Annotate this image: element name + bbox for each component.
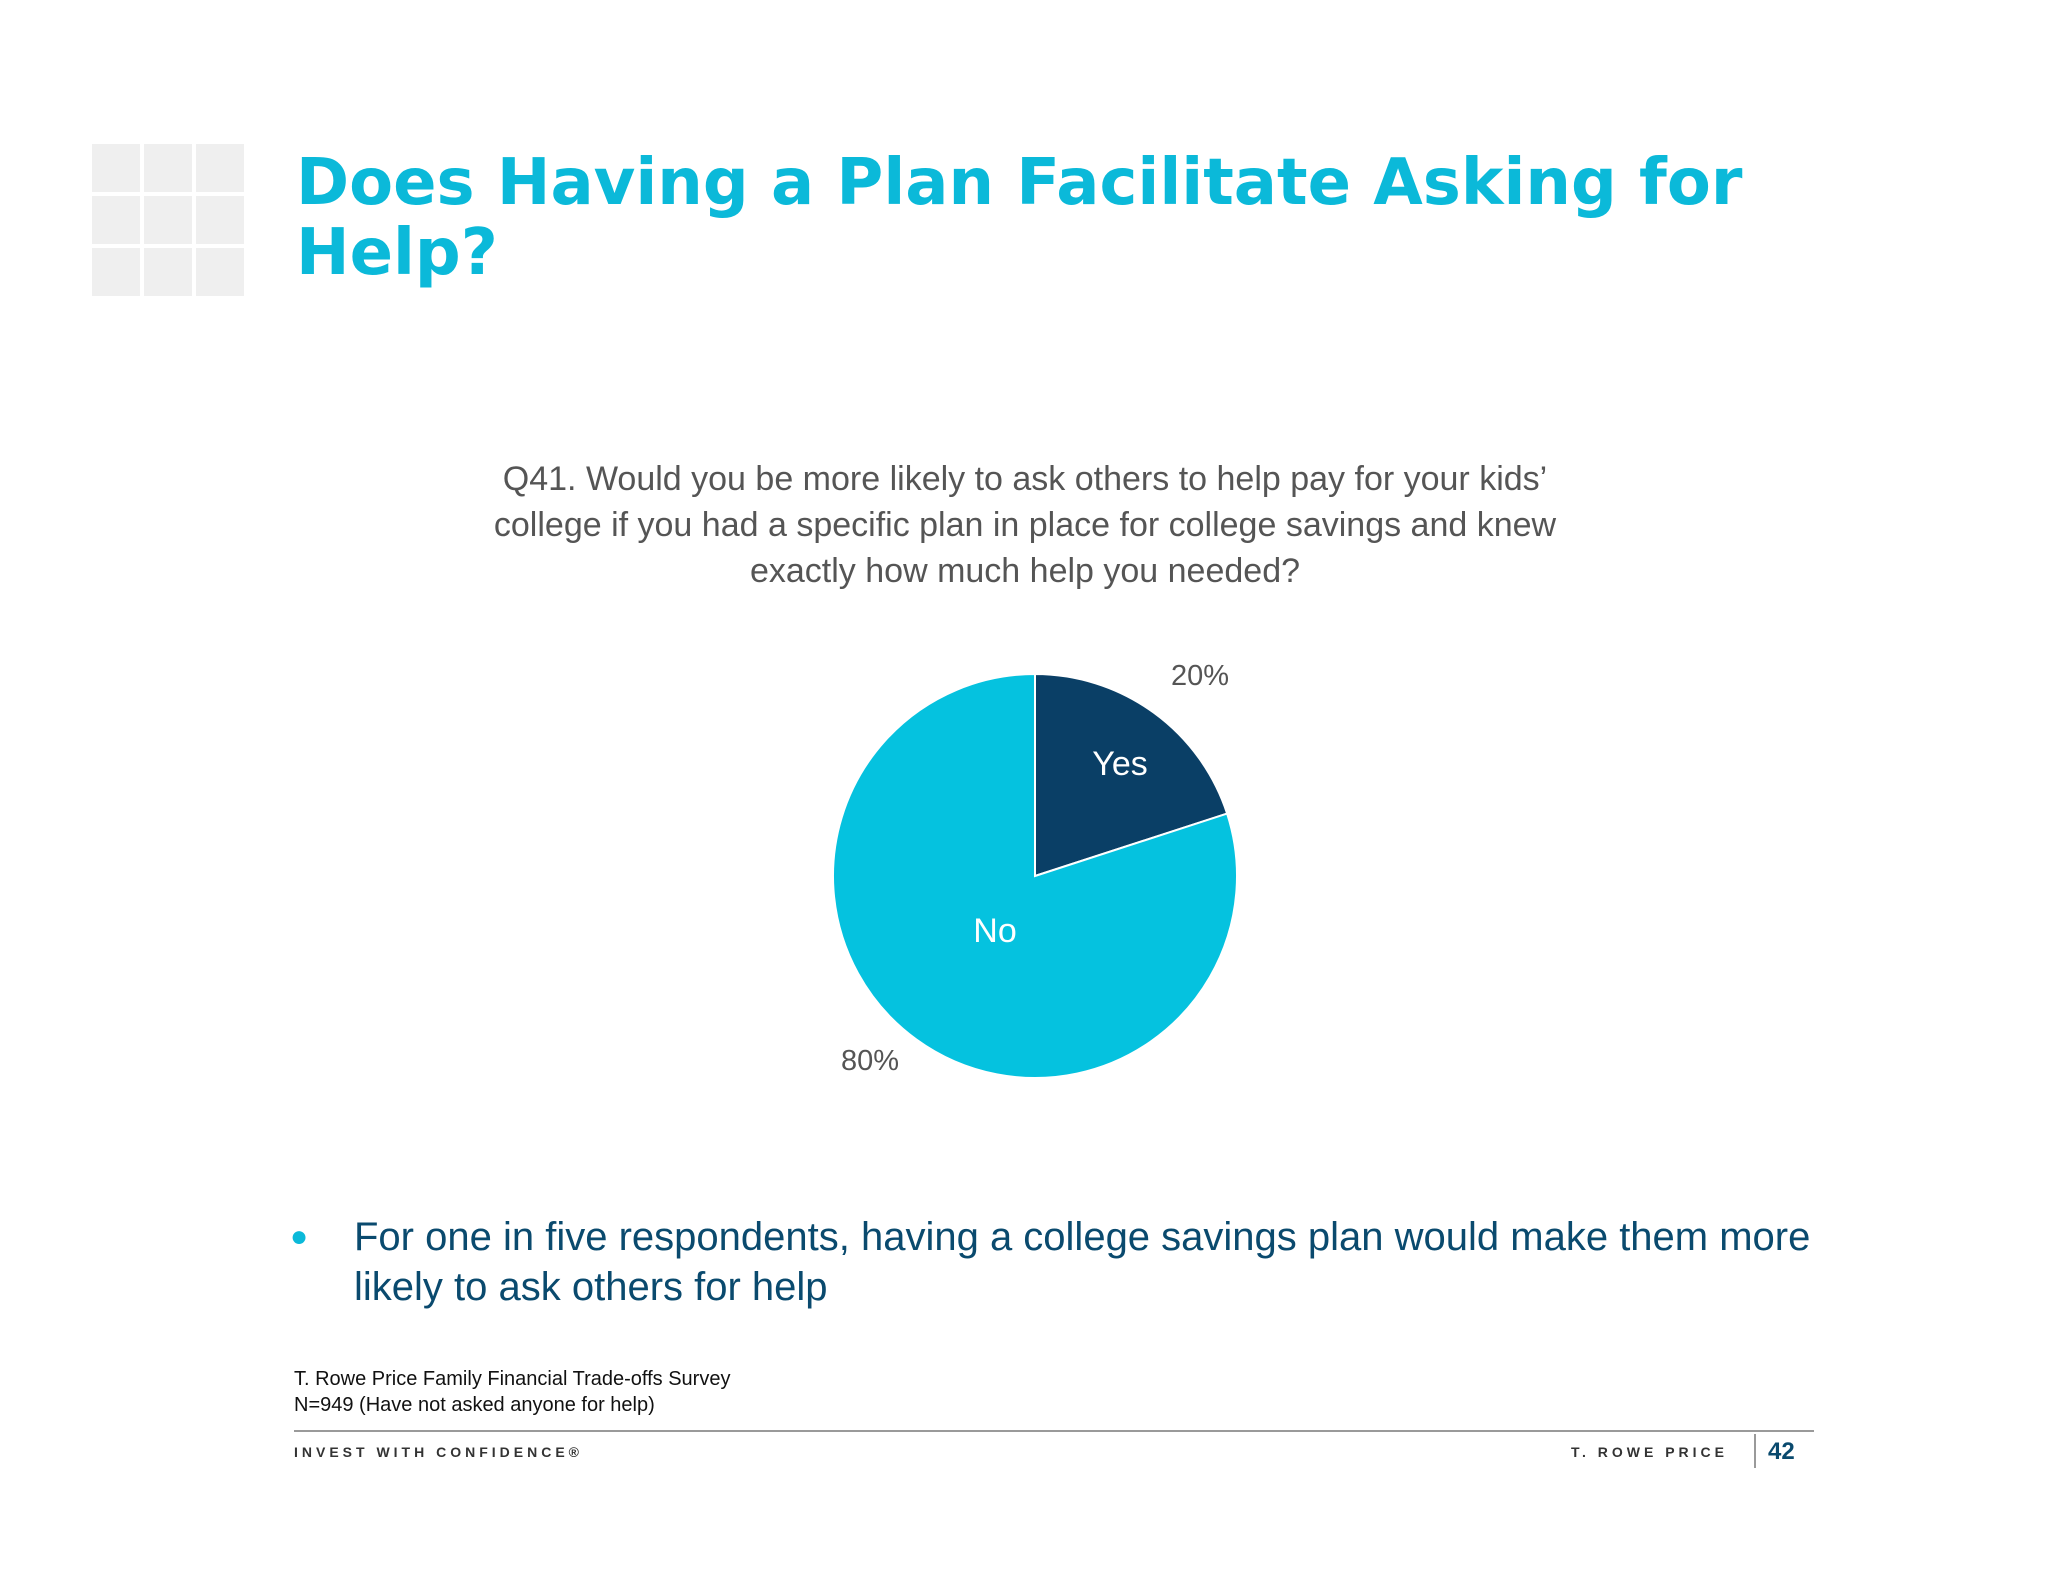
logo-cell xyxy=(144,248,192,296)
slice-value-no: 80% xyxy=(841,1045,899,1077)
slide-title: Does Having a Plan Facilitate Asking for… xyxy=(296,146,1743,290)
key-finding-bullet: ● For one in five respondents, having a … xyxy=(290,1212,1890,1312)
bullet-dot-icon: ● xyxy=(290,1220,309,1253)
logo-cell xyxy=(196,248,244,296)
slice-label-no: No xyxy=(973,912,1016,950)
logo-cell xyxy=(92,248,140,296)
source-sample-size: N=949 (Have not asked anyone for help) xyxy=(294,1394,655,1416)
key-finding-text: For one in five respondents, having a co… xyxy=(354,1215,1811,1309)
footer-divider xyxy=(294,1430,1814,1432)
logo-cell xyxy=(196,196,244,244)
logo-cell xyxy=(92,196,140,244)
source-note: T. Rowe Price Family Financial Trade-off… xyxy=(294,1366,730,1418)
pie-slice-yes xyxy=(1034,672,1229,878)
pie-slice-no xyxy=(832,672,1238,1079)
grid-logo xyxy=(92,144,244,296)
page-number: 42 xyxy=(1768,1438,1795,1465)
slice-value-yes: 20% xyxy=(1171,660,1229,692)
logo-cell xyxy=(144,144,192,192)
slice-label-yes: Yes xyxy=(1092,745,1147,783)
logo-cell xyxy=(92,144,140,192)
logo-cell xyxy=(144,196,192,244)
footer-brand: T. ROWE PRICE xyxy=(1570,1444,1728,1460)
source-survey-name: T. Rowe Price Family Financial Trade-off… xyxy=(294,1368,731,1390)
survey-question: Q41. Would you be more likely to ask oth… xyxy=(493,460,1557,590)
footer-tagline: INVEST WITH CONFIDENCE® xyxy=(294,1444,583,1460)
logo-cell xyxy=(196,144,244,192)
page-number-divider xyxy=(1754,1434,1756,1468)
